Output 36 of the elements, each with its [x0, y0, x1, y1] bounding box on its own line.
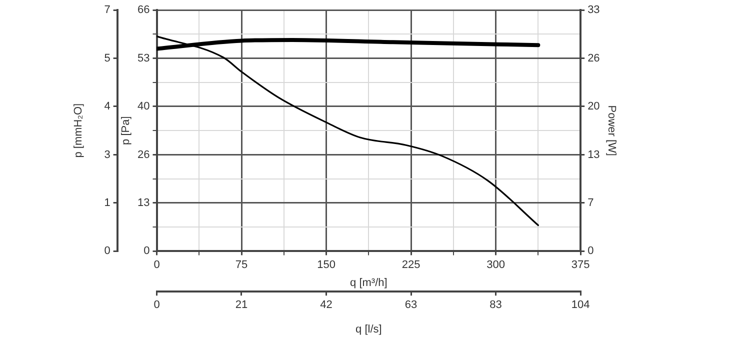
- line-series: [156, 36, 539, 226]
- x2-tick-label: 63: [404, 299, 418, 312]
- y2-tick-label: 26: [588, 52, 600, 64]
- y2-tick-label: 33: [588, 4, 600, 16]
- y-tick-label: 0: [144, 245, 150, 258]
- y2-tick-label: 20: [588, 100, 600, 113]
- x-axis-title: q [m³/h]: [350, 277, 388, 290]
- x-tick-label: 225: [402, 258, 420, 271]
- y-tick-label: 26: [138, 148, 150, 161]
- y-tick-label: 53: [138, 52, 150, 64]
- x2-axis-title: q [l/s]: [356, 323, 382, 336]
- y3-tick-label: 5: [104, 52, 110, 64]
- x-tick-label: 150: [317, 258, 336, 271]
- y2-tick-label: 7: [588, 196, 594, 209]
- y3-axis-title: p [mmH₂O]: [72, 103, 85, 158]
- y-tick-label: 40: [138, 100, 150, 113]
- y2-tick-label: 13: [588, 148, 600, 161]
- x-tick-label: 375: [571, 258, 590, 271]
- y3-tick-label: 4: [104, 100, 110, 112]
- x2-tick-label: 104: [571, 299, 590, 312]
- y3-tick-label: 3: [104, 148, 110, 161]
- x2-tick-label: 42: [320, 299, 332, 312]
- y3-tick-label: 0: [104, 245, 110, 258]
- y-tick-label: 66: [138, 4, 150, 16]
- x2-tick-label: 21: [235, 299, 248, 312]
- y-axis-title: p [Pa]: [120, 116, 132, 145]
- y3-tick-label: 1: [104, 196, 110, 209]
- x2-tick-label: 83: [490, 299, 502, 312]
- x-tick-label: 0: [154, 258, 160, 271]
- x-tick-label: 75: [235, 258, 248, 271]
- x2-tick-label: 0: [154, 299, 160, 312]
- y-tick-label: 13: [138, 196, 150, 209]
- y3-tick-label: 7: [104, 4, 110, 16]
- x-tick-label: 300: [486, 258, 505, 271]
- y2-axis-title: Power [W]: [605, 105, 618, 156]
- y2-tick-label: 0: [588, 245, 594, 258]
